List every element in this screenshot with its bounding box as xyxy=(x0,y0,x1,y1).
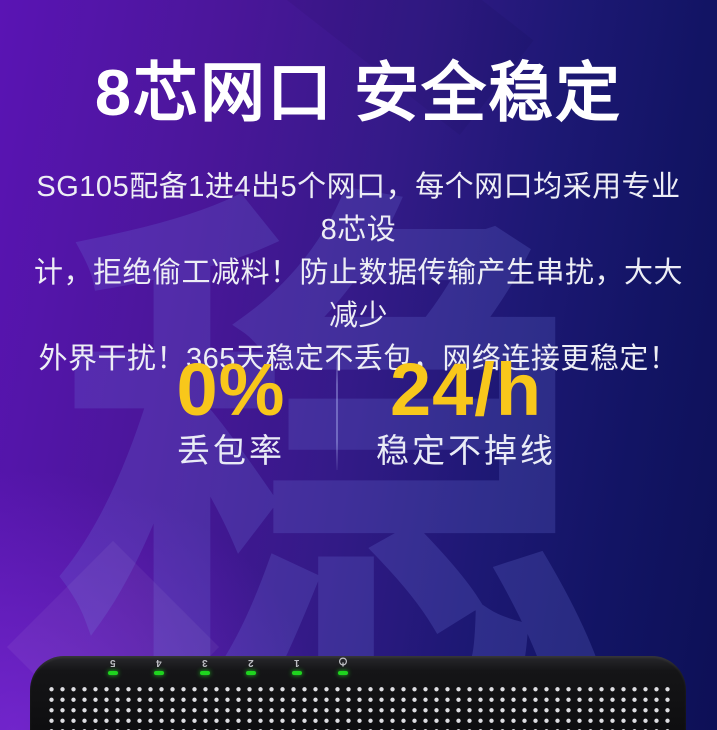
port-indicator-1: 1 xyxy=(274,657,320,675)
stat-label: 稳定不掉线 xyxy=(376,432,556,469)
power-led xyxy=(338,671,348,675)
ventilation-dot-grid xyxy=(44,681,672,730)
power-icon xyxy=(338,657,348,668)
port-label: 3 xyxy=(202,657,208,668)
stats-divider xyxy=(336,356,338,470)
switch-device: 5 4 3 2 1 xyxy=(30,656,686,730)
port-indicator-row: 5 4 3 2 1 xyxy=(90,657,366,675)
port-led xyxy=(246,671,256,675)
port-indicator-5: 5 xyxy=(90,657,136,675)
port-led xyxy=(108,671,118,675)
power-indicator xyxy=(320,657,366,675)
stat-uptime: 24/h 稳定不掉线 xyxy=(341,348,591,469)
port-label: 4 xyxy=(156,657,162,668)
page-title: 8芯网口 安全稳定 xyxy=(94,56,623,129)
stat-value: 24/h xyxy=(389,348,543,431)
port-label: 1 xyxy=(294,657,300,668)
product-description: SG105配备1进4出5个网口，每个网口均采用专业8芯设 计，拒绝偷工减料！防止… xyxy=(33,171,683,375)
port-indicator-2: 2 xyxy=(228,657,274,675)
watermark-character: 稳 xyxy=(52,163,612,730)
port-led xyxy=(154,671,164,675)
stat-label: 丢包率 xyxy=(177,432,285,469)
stat-value: 0% xyxy=(176,348,286,431)
port-indicator-4: 4 xyxy=(136,657,182,675)
port-label: 2 xyxy=(248,657,254,668)
port-led xyxy=(292,671,302,675)
port-led xyxy=(200,671,210,675)
port-label: 5 xyxy=(110,657,116,668)
port-indicator-3: 3 xyxy=(182,657,228,675)
stat-packet-loss: 0% 丢包率 xyxy=(106,348,356,469)
